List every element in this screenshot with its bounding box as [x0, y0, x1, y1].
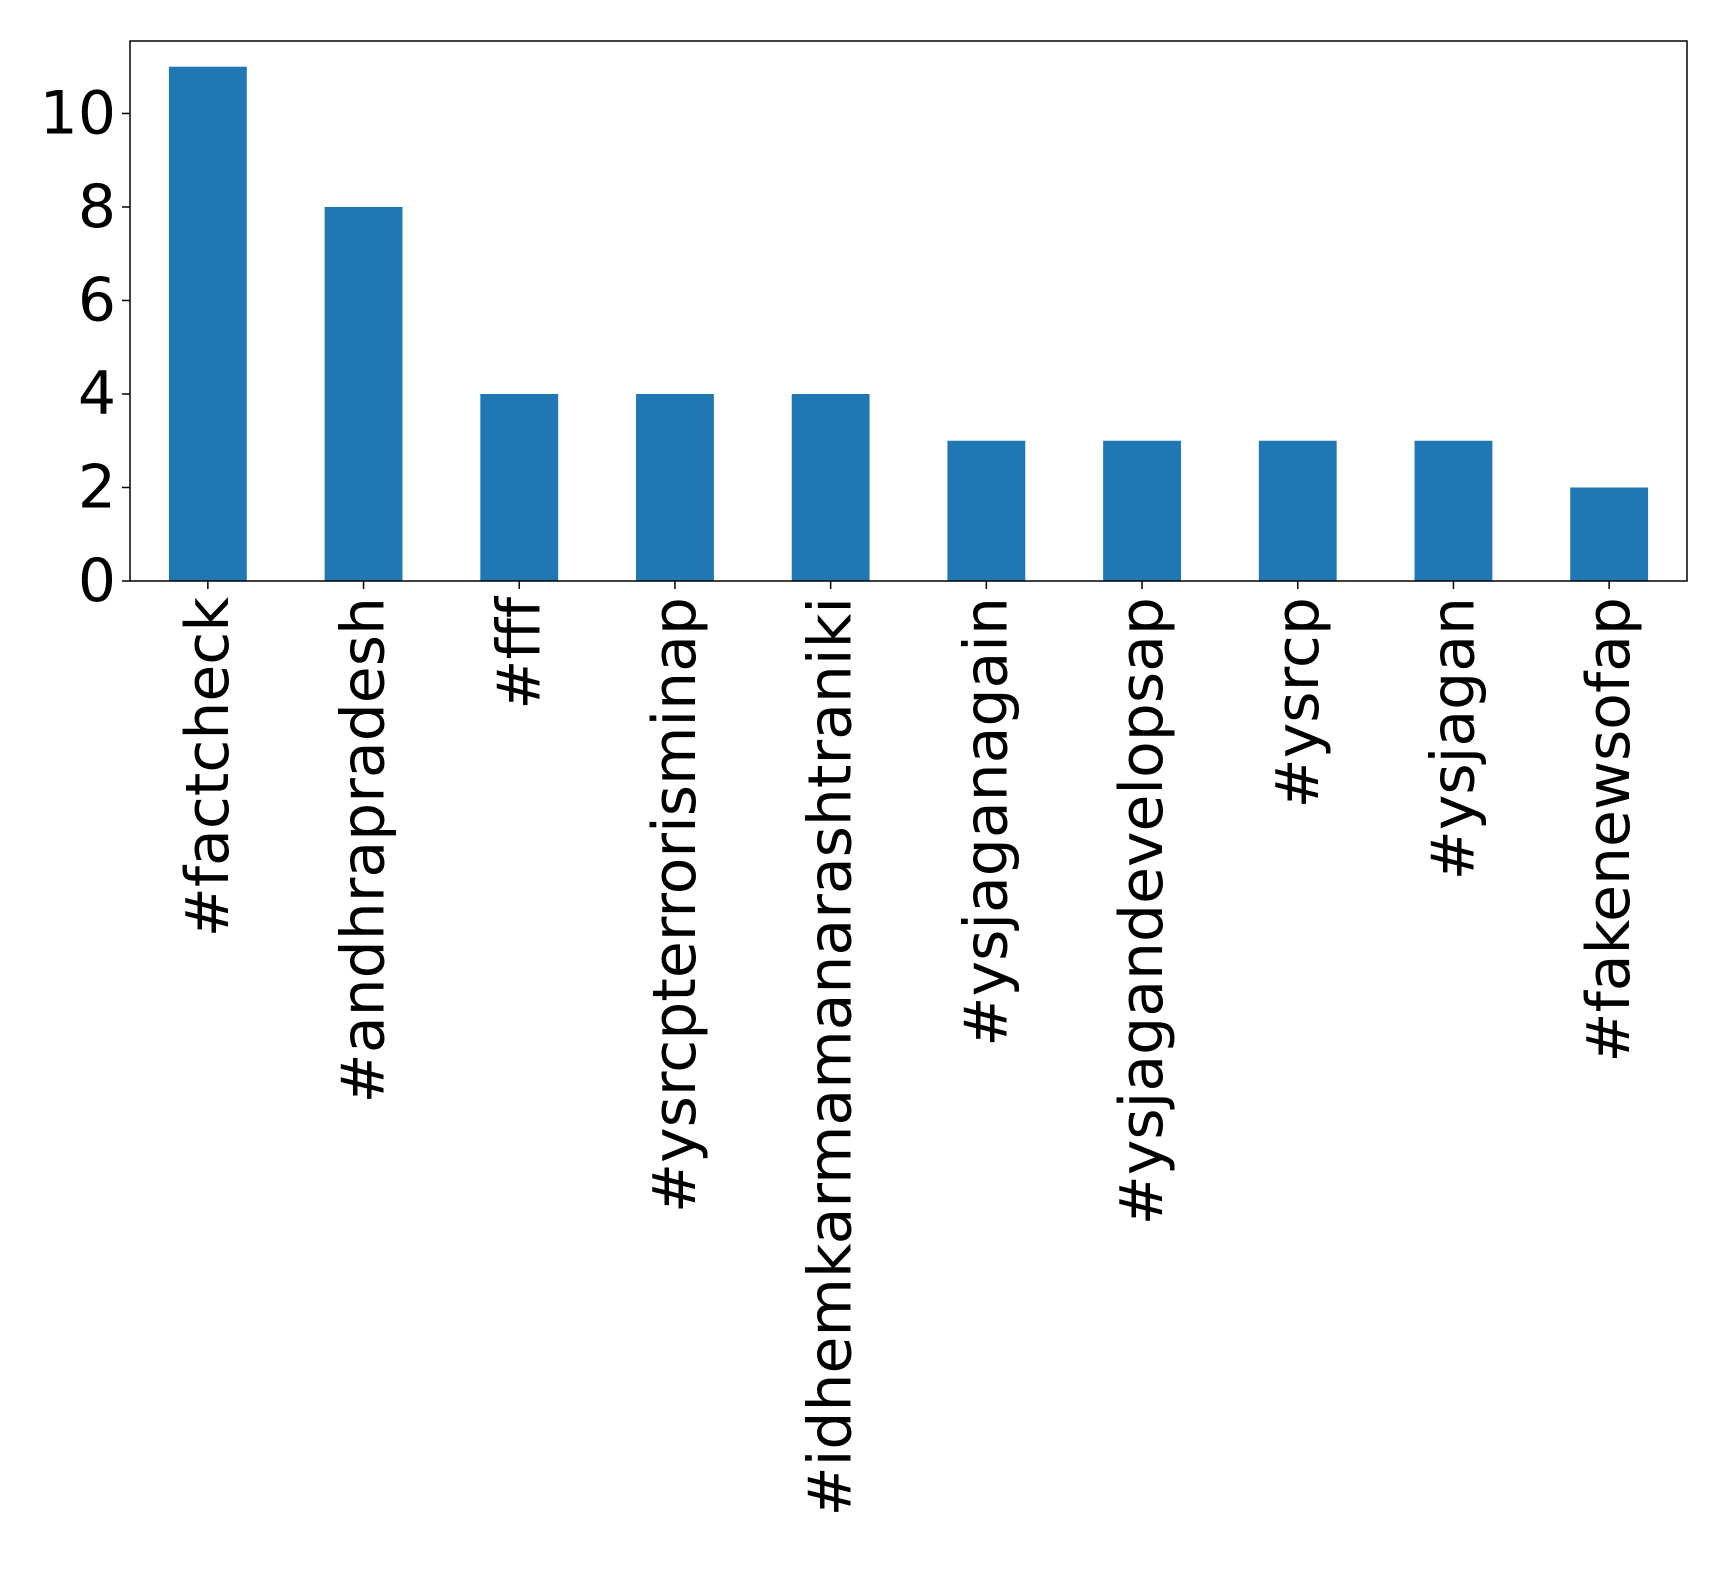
x-tick-label: #ysrcpterrorisminap	[640, 597, 710, 1213]
x-tick-label: #ysjaganagain	[951, 597, 1021, 1047]
y-tick-label: 6	[78, 265, 116, 335]
x-tick-label: #andhrapradesh	[329, 597, 399, 1103]
y-tick-label: 10	[40, 78, 116, 148]
x-tick-label: #idhemkarmamanarashtraniki	[796, 597, 866, 1517]
bar	[1570, 487, 1649, 581]
bar	[636, 393, 714, 581]
y-tick-label: 4	[78, 359, 116, 429]
bar	[791, 393, 870, 581]
bars-layer	[168, 66, 1649, 581]
bar	[324, 206, 403, 581]
x-tick-label: #fakenewsofap	[1574, 597, 1644, 1063]
y-axis: 0 2 4 6 8 10	[40, 78, 130, 616]
x-axis: #factcheck #andhrapradesh #fff #ysrcpterror…	[173, 581, 1644, 1517]
bar	[947, 440, 1026, 581]
x-tick-label: #ysjagandevelopsap	[1107, 597, 1177, 1225]
bar	[1103, 440, 1181, 581]
bar	[480, 393, 559, 581]
x-tick-label: #ysjagan	[1418, 597, 1488, 880]
bar	[1258, 440, 1337, 581]
bar	[1414, 440, 1493, 581]
y-tick-label: 2	[78, 452, 116, 522]
x-tick-label: #fff	[484, 595, 554, 710]
x-tick-label: #factcheck	[173, 597, 243, 938]
plot-frame	[129, 40, 1688, 582]
y-tick-label: 8	[78, 172, 116, 242]
x-tick-label: #ysrcp	[1263, 597, 1333, 808]
bar	[168, 66, 247, 581]
y-tick-label: 0	[78, 546, 116, 616]
